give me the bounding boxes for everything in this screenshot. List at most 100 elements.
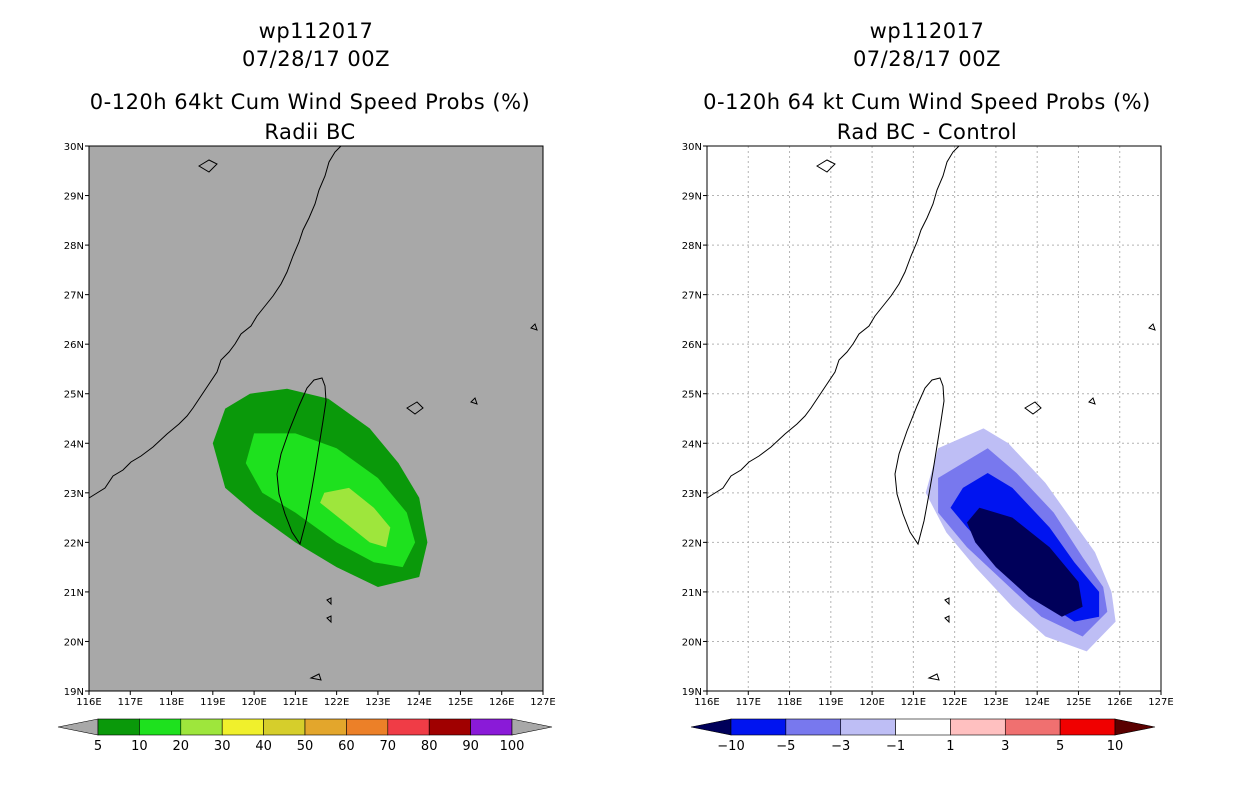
panel1-coast-china [88,145,342,499]
panel2-title-line4: Rad BC - Control [837,120,1018,144]
panel2-title-line2: 07/28/17 00Z [853,47,1001,71]
panel1-title-line3: 0-120h 64kt Cum Wind Speed Probs (%) [90,90,530,114]
panel2-island-south [927,597,950,681]
colorbar-label: 70 [380,739,397,754]
x-tick-label: 120E [859,697,884,708]
y-tick-label: 22N [682,538,702,549]
colorbar-label: 3 [1001,739,1009,754]
colorbar-swatch [428,718,471,736]
y-tick-label: 28N [682,241,702,252]
x-tick-label: 122E [942,697,967,708]
x-tick-label: 126E [1107,697,1132,708]
y-tick-label: 29N [64,192,84,203]
x-tick-label: 124E [1024,697,1049,708]
colorbar-label: 40 [255,739,272,754]
y-tick-label: 24N [682,439,702,450]
x-tick-label: 121E [283,697,308,708]
panel2-coast-taiwan [894,377,945,546]
panel1-axis-ticks: 116E 117E 118E 119E 120E 121E 122E 123E 124E 125E… [64,142,556,708]
x-tick-label: 116E [76,697,101,708]
colorbar-swatch [950,718,1006,736]
colorbar-label: 90 [462,739,479,754]
y-tick-label: 23N [64,489,84,500]
colorbar-label: 5 [1056,739,1064,754]
panel1-island-north [198,159,218,173]
colorbar-swatch [730,718,787,736]
colorbar-swatch [1004,718,1061,736]
panel-rad-bc-control: wp112017 07/28/17 00Z 0-120h 64 kt Cum W… [682,19,1174,754]
contour-level-neg10 [967,507,1083,617]
colorbar-label: 1 [946,739,954,754]
y-tick-label: 25N [64,390,84,401]
colorbar-swatch [97,718,140,736]
x-tick-label: 118E [777,697,802,708]
y-tick-label: 20N [64,637,84,648]
panel1-coastline [88,145,538,681]
colorbar-swatch [139,718,182,736]
panel2-contours [925,428,1116,652]
panel2-island-ryukyu [1088,323,1156,405]
colorbar-swatch [1059,718,1116,736]
panel1-island-ryukyu [470,323,538,405]
panel2-island-north [816,159,836,173]
x-tick-label: 121E [901,697,926,708]
x-tick-label: 117E [736,697,761,708]
panel-radii-bc: wp112017 07/28/17 00Z 0-120h 64kt Cum Wi… [57,19,556,754]
panel2-gridlines [707,146,1161,691]
colorbar-label: 30 [214,739,231,754]
colorbar-swatch [470,718,513,736]
colorbar-swatch [346,718,389,736]
panel1-island-east [406,401,424,415]
colorbar-swatch [785,718,842,736]
colorbar-label: 60 [338,739,355,754]
x-tick-label: 124E [406,697,431,708]
colorbar-label: 50 [297,739,314,754]
y-tick-label: 30N [682,142,702,153]
colorbar-label: 100 [500,739,525,754]
colorbar-label: 80 [421,739,438,754]
x-tick-label: 125E [448,697,473,708]
panel2-coast-china [706,145,960,499]
y-tick-label: 25N [682,390,702,401]
panel2-axis-ticks: 116E 117E 118E 119E 120E 121E 122E 123E 124E 125E… [682,142,1174,708]
panel1-title-line4: Radii BC [264,120,355,144]
colorbar-label: −3 [831,739,850,754]
colorbar-high-arrow [511,718,553,736]
contour-level-20 [320,487,391,548]
colorbar-swatch [304,718,347,736]
y-tick-label: 27N [682,291,702,302]
y-tick-label: 27N [64,291,84,302]
y-tick-label: 21N [64,588,84,599]
colorbar-swatch [221,718,264,736]
panel1-title-line1: wp112017 [259,19,374,43]
x-tick-label: 122E [324,697,349,708]
panel2-colorbar: −10 −5 −3 −1 1 3 5 10 [690,718,1156,754]
panel2-island-east [1024,401,1042,415]
y-tick-label: 22N [64,538,84,549]
y-tick-label: 19N [64,687,84,698]
colorbar-swatch [895,718,951,736]
x-tick-label: 118E [159,697,184,708]
colorbar-label: 10 [1107,739,1124,754]
x-tick-label: 125E [1066,697,1091,708]
panel2-plot-frame [706,145,1162,692]
x-tick-label: 117E [118,697,143,708]
colorbar-label: 5 [94,739,102,754]
colorbar-label: −1 [886,739,905,754]
x-tick-label: 126E [489,697,514,708]
x-tick-label: 123E [983,697,1008,708]
panel1-title-line2: 07/28/17 00Z [242,47,390,71]
y-tick-label: 20N [682,637,702,648]
y-tick-label: 26N [682,340,702,351]
colorbar-label: −10 [717,739,744,754]
colorbar-swatch [387,718,430,736]
panel2-title-line1: wp112017 [870,19,985,43]
x-tick-label: 116E [694,697,719,708]
panel2-title-line3: 0-120h 64 kt Cum Wind Speed Probs (%) [703,90,1151,114]
y-tick-label: 24N [64,439,84,450]
y-tick-label: 29N [682,192,702,203]
y-tick-label: 23N [682,489,702,500]
colorbar-high-arrow [1114,718,1156,736]
x-tick-label: 123E [365,697,390,708]
